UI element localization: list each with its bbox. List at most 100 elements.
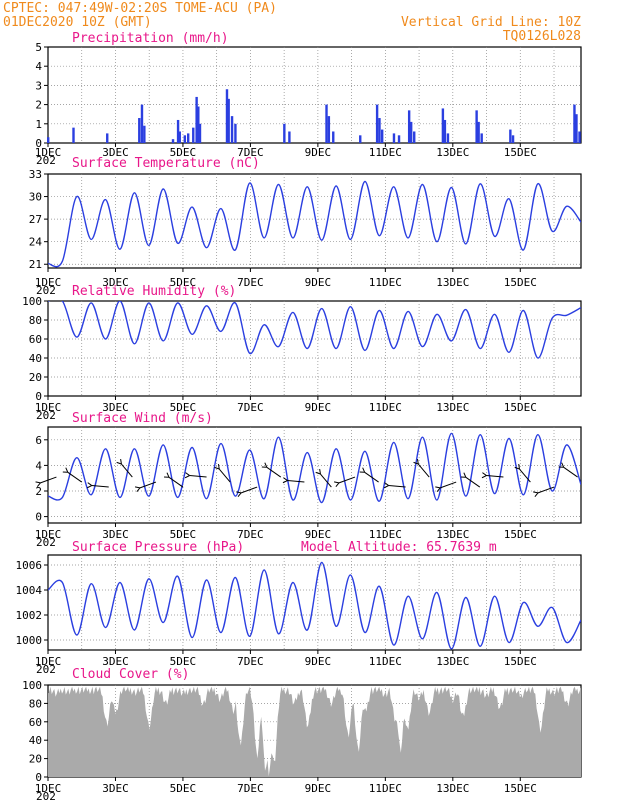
humidity-xtick-label: 11DEC [369,401,402,414]
temperature-xtick-label: 11DEC [369,276,402,289]
cloud-ytick-label: 80 [29,697,42,710]
temperature-ytick-label: 30 [29,191,42,204]
precipitation-bar [359,135,362,143]
precipitation-bar [171,139,175,143]
wind-xtick-label: 9DEC [305,528,332,541]
temperature-xtick-label: 1DEC [35,276,62,289]
wind-wind-arrow [214,464,231,483]
pressure-ytick-label: 1004 [16,584,43,597]
precipitation-bar [325,104,328,143]
precipitation-bar [378,118,381,143]
temperature-ytick-label: 27 [29,213,42,226]
pressure-xtick-label: 1DEC [35,655,62,668]
temperature-xtick-label: 3DEC [102,276,129,289]
wind-wind-arrow [116,459,133,478]
header-line3-right: TQ0126L028 [503,29,581,44]
precipitation-bar [195,96,198,143]
precipitation-bar [47,137,50,143]
precipitation-bar [140,104,144,143]
precipitation-bar [72,127,75,143]
cloud-xtick-label: 13DEC [436,782,469,795]
precipitation-bar [392,133,396,143]
cloud-xtick-label: 3DEC [102,782,129,795]
wind-ytick-label: 6 [35,434,42,447]
wind-wind-arrow [413,459,430,478]
humidity-ytick-label: 40 [29,352,42,365]
precipitation-bar [375,104,379,143]
cloud-ytick-label: 40 [29,734,42,747]
precipitation-bar [225,89,229,143]
model-altitude: Model Altitude: 65.7639 m [301,540,497,555]
pressure-year-label: 202 [36,663,56,676]
precipitation-bar [480,133,483,143]
wind-xtick-label: 3DEC [102,528,129,541]
header-line2-right: Vertical Grid Line: 10Z [401,15,581,30]
temperature-line [48,180,581,268]
cloud-year-label: 202 [36,790,56,800]
panel-humidity: 0 20 40 60 80 100 1DEC 3DEC 5DEC 7DEC 9DEC 11DEC 13D… [22,284,582,422]
wind-wind-arrow [383,482,406,489]
wind-wind-arrow [533,486,555,498]
pressure-xtick-label: 7DEC [237,655,264,668]
precipitation-xtick-label: 5DEC [170,146,197,159]
precipitation-bar [183,135,187,143]
humidity-title: Relative Humidity (%) [72,284,236,299]
temperature-xtick-label: 15DEC [504,276,537,289]
precipitation-ytick-label: 2 [35,99,42,112]
temperature-ytick-label: 33 [29,168,42,181]
wind-wind-arrow [315,469,332,488]
wind-wind-arrow [282,477,305,484]
pressure-xtick-label: 3DEC [102,655,129,668]
precipitation-bar [178,131,181,143]
precipitation-bar [477,121,480,143]
cloud-ytick-label: 60 [29,716,42,729]
pressure-ytick-label: 1002 [16,609,43,622]
precipitation-bar [409,121,413,143]
precipitation-bar [327,116,331,143]
precipitation-xtick-label: 11DEC [369,146,402,159]
wind-wind-arrow [62,467,83,483]
precipitation-bar [143,125,146,143]
precipitation-year-label: 202 [36,154,56,167]
humidity-ytick-label: 80 [29,314,42,327]
cloud-xtick-label: 5DEC [170,782,197,795]
wind-wind-arrow [261,462,282,478]
precipitation-bar [106,133,109,143]
temperature-xtick-label: 13DEC [436,276,469,289]
precipitation-bar [380,129,384,143]
temperature-xtick-label: 9DEC [305,276,332,289]
cloud-xtick-label: 7DEC [237,782,264,795]
wind-ytick-label: 0 [35,511,42,524]
pressure-ytick-label: 1000 [16,634,43,647]
precipitation-frame [47,46,582,144]
pressure-xtick-label: 13DEC [436,655,469,668]
wind-wind-arrow [163,472,184,488]
wind-wind-arrow [558,462,578,478]
humidity-xtick-label: 7DEC [237,401,264,414]
panel-temperature: 21 24 27 30 33 1DEC 3DEC 5DEC 7DEC 9DEC 11DEC 13DEC… [29,156,582,297]
humidity-ytick-label: 20 [29,371,42,384]
wind-frame [47,426,582,524]
wind-xtick-label: 1DEC [35,528,62,541]
precipitation-ytick-label: 5 [35,41,42,54]
precipitation-bar [511,135,515,143]
wind-xtick-label: 15DEC [504,528,537,541]
precipitation-bar [176,119,180,143]
precipitation-bar [441,108,445,143]
humidity-ytick-label: 0 [35,390,42,403]
temperature-xtick-label: 7DEC [237,276,264,289]
precipitation-bar [578,131,581,143]
precipitation-bar [397,135,401,143]
pressure-xtick-label: 5DEC [170,655,197,668]
precipitation-bar [509,129,512,143]
wind-wind-arrow [184,472,207,479]
pressure-line [48,561,581,650]
precipitation-ytick-label: 4 [35,60,42,73]
wind-wind-arrow [435,481,457,493]
pressure-xtick-label: 15DEC [504,655,537,668]
humidity-xtick-label: 3DEC [102,401,129,414]
humidity-xtick-label: 9DEC [305,401,332,414]
humidity-xtick-label: 5DEC [170,401,197,414]
temperature-title: Surface Temperature (nC) [72,156,260,171]
cloud-xtick-label: 9DEC [305,782,332,795]
